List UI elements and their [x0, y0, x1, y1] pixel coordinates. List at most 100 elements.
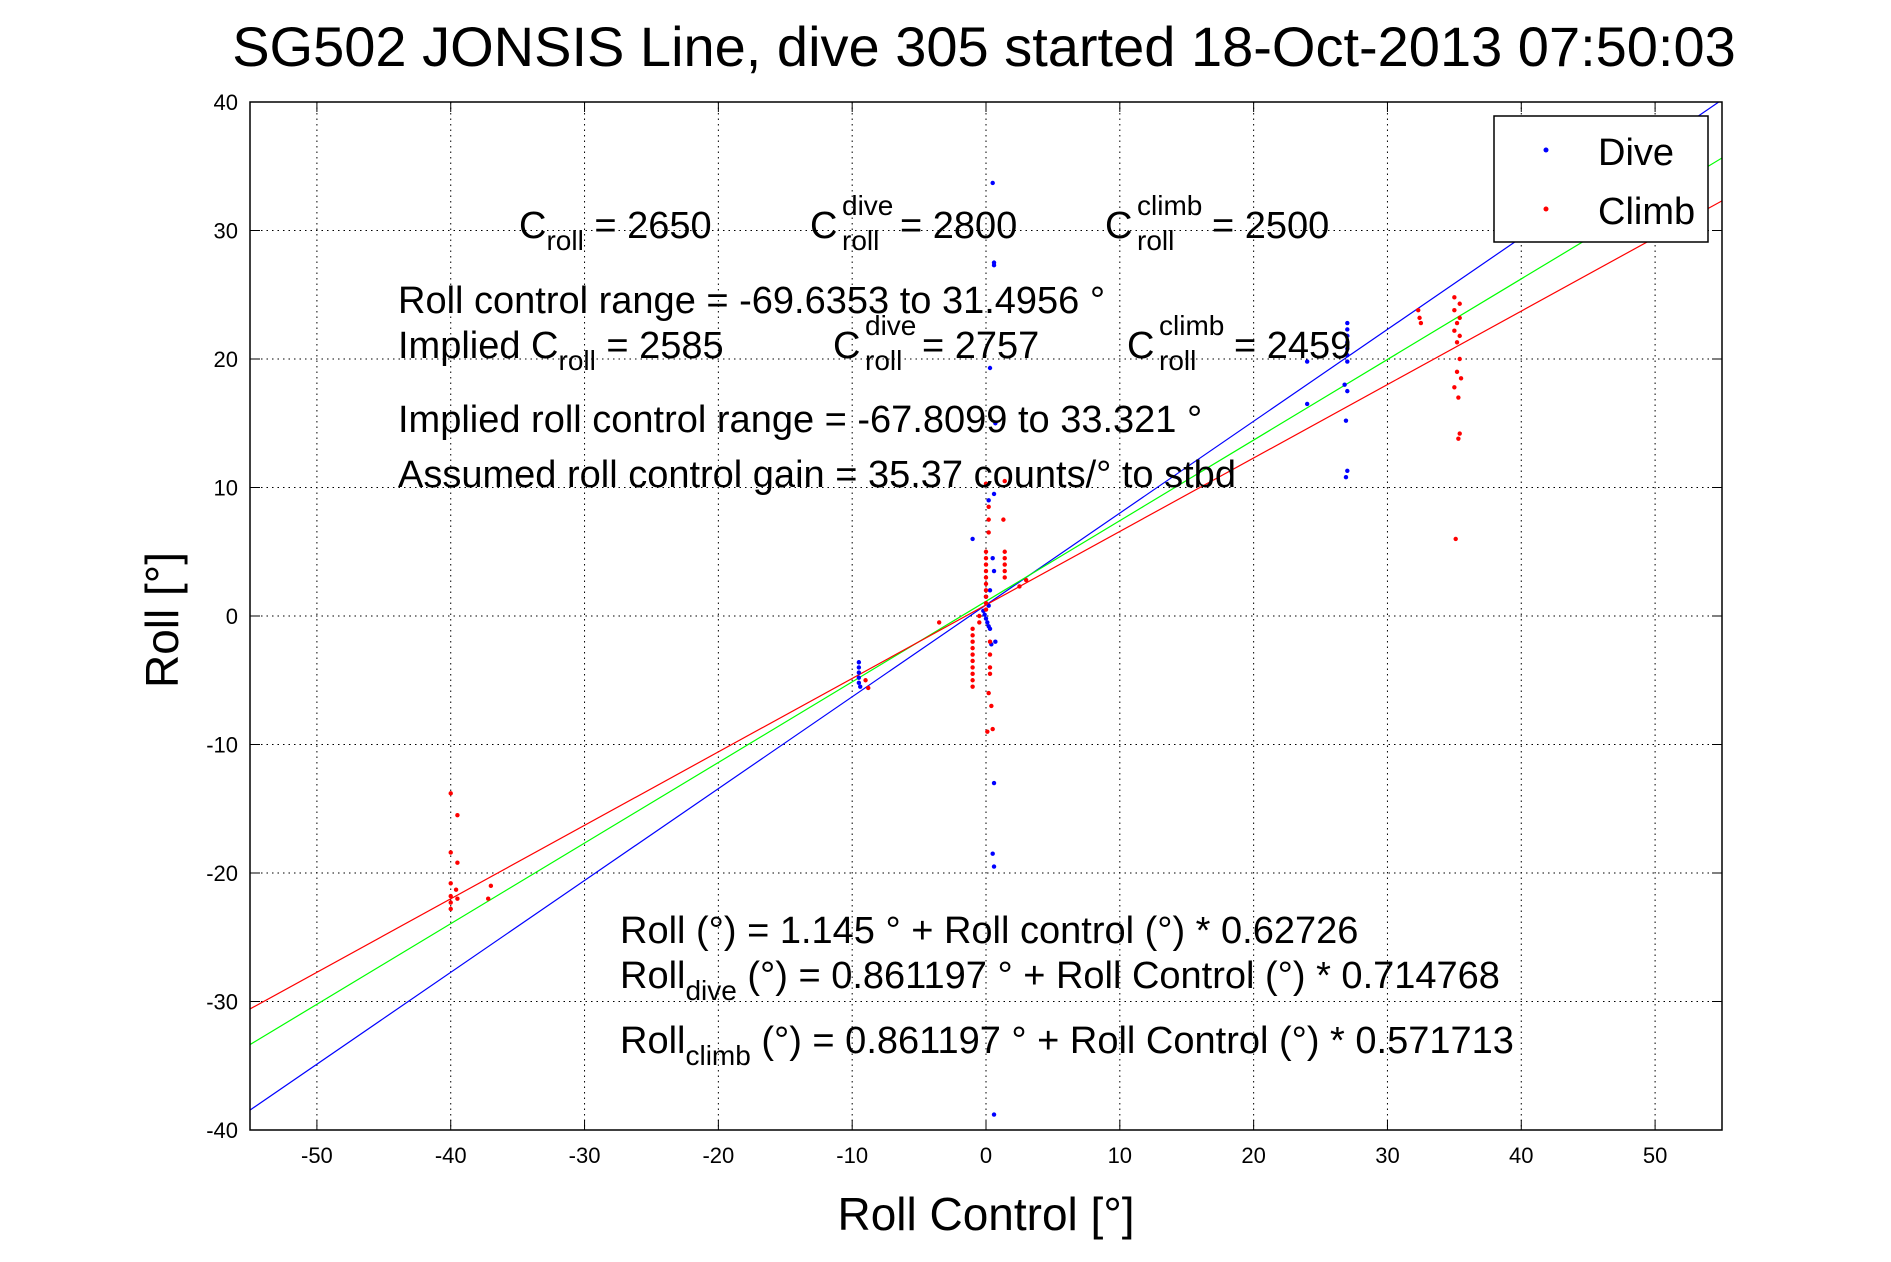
subscript-roll: roll [1137, 225, 1174, 256]
climb-point [977, 620, 982, 625]
climb-point [990, 726, 995, 732]
climb-point [983, 607, 989, 612]
eq-subscript-dive: dive [685, 975, 736, 1006]
dive-point [987, 626, 993, 632]
dive-point [1345, 388, 1350, 394]
dive-point [983, 616, 989, 621]
annotation-croll-climb: C [1105, 205, 1132, 247]
subscript-roll: roll [865, 345, 902, 376]
climb-point [986, 517, 991, 522]
dive-point [1304, 359, 1310, 364]
eq-roll: Roll [620, 955, 685, 997]
dive-point [987, 365, 993, 371]
climb-point [1456, 436, 1461, 441]
climb-point [983, 481, 989, 486]
superscript-climb: climb [1159, 310, 1224, 341]
superscript-dive: dive [842, 190, 893, 221]
dive-point [856, 670, 862, 675]
implied-croll-climb-value: = 2459 [1234, 325, 1351, 367]
x-tick-labels: -50 -40 -30 -20 -10 0 10 20 30 40 50 [301, 1143, 1667, 1168]
x-tick-label: -10 [836, 1143, 868, 1168]
y-tick-label: -40 [206, 1118, 238, 1143]
climb-point [987, 665, 993, 670]
x-tick-label: -40 [435, 1143, 467, 1168]
c-symbol: C [1105, 205, 1132, 247]
climb-point [970, 658, 975, 664]
dive-point [858, 684, 863, 689]
dive-point [1345, 352, 1350, 358]
climb-point [936, 620, 942, 625]
x-tick-label: 10 [1108, 1143, 1132, 1168]
climb-point [983, 562, 989, 567]
climb-point [448, 850, 453, 855]
climb-point [970, 633, 975, 638]
croll-climb-value: = 2500 [1212, 205, 1329, 247]
climb-point [987, 639, 993, 644]
implied-croll-climb: C [1127, 325, 1154, 367]
climb-point [983, 588, 989, 593]
annotation-croll-dive: C [810, 205, 837, 247]
data-points [448, 180, 1464, 1117]
subscript-roll: roll [1159, 345, 1196, 376]
climb-point [1456, 395, 1461, 400]
dive-point [1342, 382, 1347, 387]
dive-point [990, 180, 995, 186]
climb-point [455, 860, 460, 865]
dive-point [991, 1112, 997, 1117]
dive-point [990, 555, 995, 561]
eq-climb-rest: (°) = 0.861197 ° + Roll Control (°) * 0.… [751, 1020, 1514, 1062]
climb-point [866, 685, 871, 691]
dive-point [1345, 333, 1350, 339]
chart-title: SG502 JONSIS Line, dive 305 started 18-O… [232, 15, 1736, 78]
climb-point [983, 594, 989, 599]
y-axis-label: Roll [°] [136, 552, 188, 688]
c-symbol: C [833, 325, 860, 367]
climb-point [1457, 333, 1462, 339]
legend-box [1493, 115, 1709, 243]
dive-point [1345, 320, 1350, 326]
climb-point [970, 645, 975, 651]
dive-point [1343, 418, 1349, 423]
legend-climb-label: Climb [1598, 191, 1695, 233]
dive-point [856, 675, 862, 680]
climb-point [448, 893, 453, 899]
climb-point [1002, 575, 1007, 580]
dive-point [986, 498, 991, 503]
climb-point [983, 549, 989, 554]
equation-dive: Rolldive (°) = 0.861197 ° + Roll Control… [620, 955, 1500, 1006]
dive-point [1345, 346, 1350, 351]
climb-point [1452, 328, 1457, 333]
dive-point [1343, 475, 1349, 480]
climb-point [1023, 577, 1029, 583]
croll-value: = 2650 [584, 205, 712, 247]
climb-point [448, 900, 453, 905]
dive-point [1345, 359, 1350, 364]
climb-point [970, 684, 975, 689]
climb-point [985, 729, 990, 734]
climb-point [1457, 301, 1462, 306]
roll-control-range: Roll control range = -69.6353 to 31.4956… [398, 280, 1105, 322]
superscript-dive: dive [865, 310, 916, 341]
dive-point [1345, 327, 1350, 332]
implied-prefix: Implied C [398, 325, 559, 367]
climb-point [1017, 584, 1022, 589]
climb-point [455, 896, 460, 901]
subscript-roll: roll [842, 225, 879, 256]
c-symbol: C [1127, 325, 1154, 367]
climb-point [1452, 385, 1457, 390]
dive-point [1345, 340, 1350, 345]
legend: Dive Climb [1493, 115, 1709, 243]
eq-subscript-climb: climb [685, 1040, 750, 1071]
y-tick-labels: 40 30 20 10 0 -10 -20 -30 -40 [206, 90, 238, 1143]
y-tick-label: -20 [206, 861, 238, 886]
climb-point [970, 626, 975, 632]
climb-point [1002, 478, 1007, 484]
x-tick-label: -30 [569, 1143, 601, 1168]
dive-point [1304, 401, 1310, 407]
climb-point [448, 791, 453, 796]
climb-point [1452, 295, 1457, 300]
y-tick-label: 20 [214, 347, 238, 372]
implied-croll-dive: C [833, 325, 860, 367]
climb-point [1002, 562, 1007, 567]
climb-point [970, 671, 975, 677]
